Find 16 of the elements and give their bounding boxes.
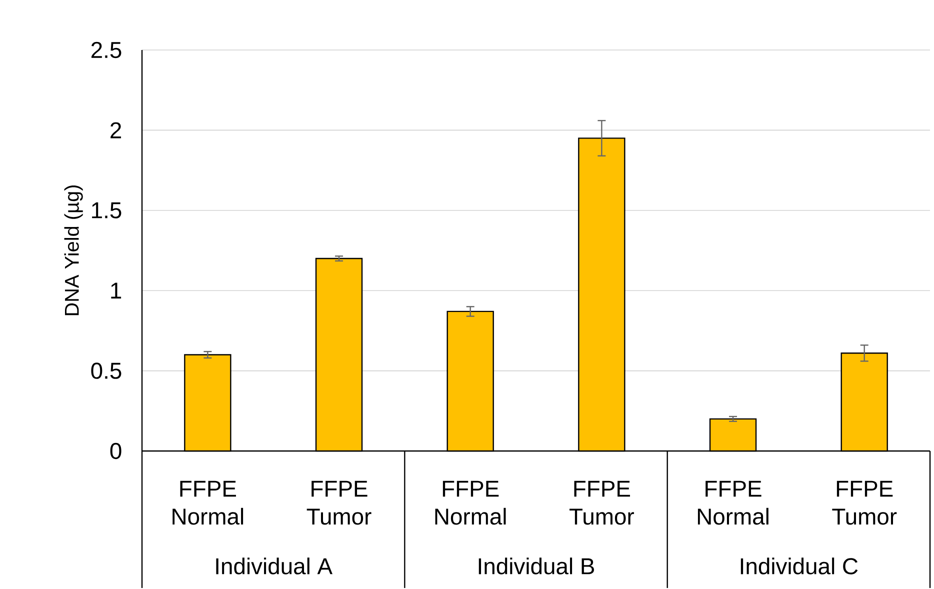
y-tick-label: 2.5 (91, 42, 122, 58)
text: Individual C (740, 558, 858, 575)
x-tick-label: FFPE Normal (698, 481, 768, 525)
x-tick-label: FFPE Tumor (306, 481, 372, 525)
x-tick-label: FFPE Normal (172, 481, 244, 525)
text: Individual A (216, 558, 332, 575)
y-tick-label: 0.5 (91, 362, 122, 380)
text: Individual B (478, 558, 594, 575)
y-tick-label: 1 (111, 282, 122, 299)
x-tick-label: FFPE Tumor (832, 481, 897, 525)
y-tick-label: 1.5 (92, 202, 122, 219)
y-axis-title: DNA Yield (µg) (64, 186, 83, 316)
y-tick-label: 2 (110, 122, 122, 138)
x-tick-label: FFPE Normal (435, 481, 506, 525)
x-tick-label: FFPE Tumor (570, 481, 634, 525)
y-tick-label: 0 (110, 443, 122, 460)
